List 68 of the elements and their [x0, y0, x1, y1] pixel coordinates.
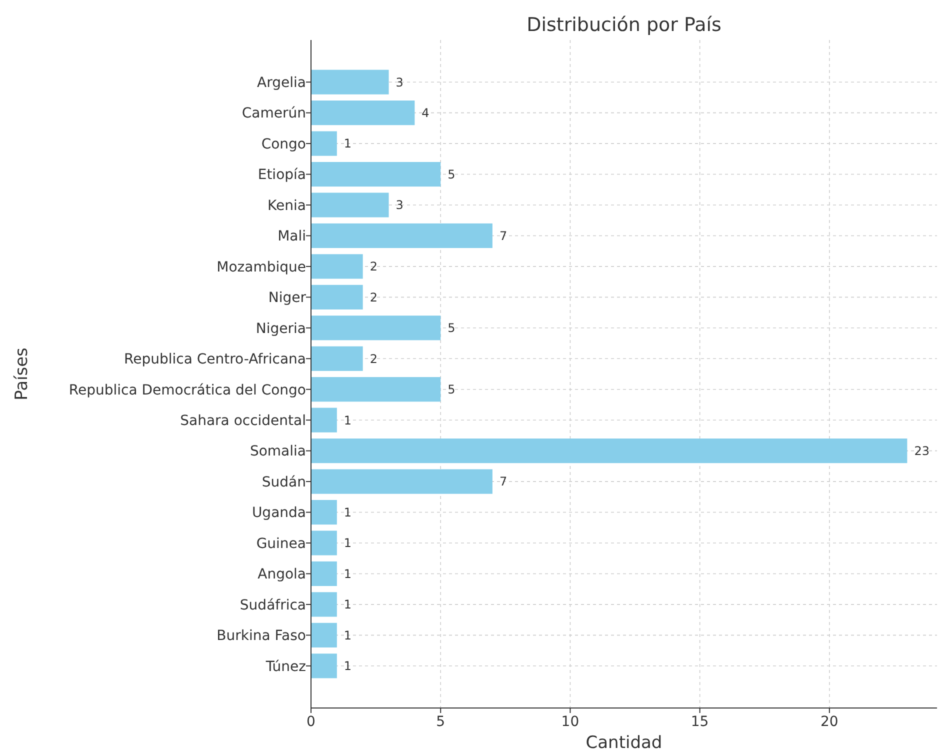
- y-tick-label: Camerún: [242, 106, 306, 122]
- bar: [311, 654, 337, 678]
- y-tick-label: Niger: [268, 290, 306, 306]
- x-tick-label: 0: [306, 714, 316, 730]
- data-label: 5: [448, 382, 456, 397]
- bar: [311, 70, 389, 94]
- data-label: 1: [344, 413, 352, 428]
- y-tick-label: Nigeria: [256, 320, 306, 337]
- bar: [311, 316, 441, 340]
- data-label: 23: [914, 444, 930, 458]
- x-tick-label: 10: [561, 714, 580, 730]
- y-axis-title: Países: [12, 347, 32, 400]
- y-tick-label: Sahara occidental: [180, 412, 306, 429]
- data-label: 1: [344, 536, 352, 550]
- bar: [311, 469, 492, 494]
- data-label: 2: [370, 260, 378, 274]
- y-tick-label: Uganda: [252, 505, 306, 522]
- data-label: 2: [370, 352, 378, 366]
- data-label: 1: [344, 628, 352, 642]
- bar: [311, 592, 337, 617]
- bar: [311, 192, 389, 218]
- bar: [311, 377, 441, 402]
- y-tick-label: Etiopía: [258, 167, 306, 184]
- y-tick-label: Sudán: [262, 474, 306, 490]
- y-tick-label: Burkina Faso: [216, 628, 306, 644]
- bar: [311, 561, 337, 586]
- x-tick-label: 20: [820, 714, 838, 730]
- bar: [311, 284, 363, 310]
- bar: [311, 162, 441, 187]
- y-tick-label: Sudáfrica: [240, 597, 306, 614]
- data-label: 3: [396, 75, 404, 90]
- x-tick-label: 15: [690, 714, 709, 730]
- chart-title: Distribución por País: [526, 14, 722, 36]
- bar: [311, 131, 337, 156]
- data-label: 4: [422, 106, 430, 120]
- y-tick-label: Argelia: [257, 74, 306, 91]
- y-tick-label: Somalia: [250, 444, 306, 460]
- bar: [311, 223, 492, 248]
- data-label: 2: [370, 290, 378, 304]
- bar: [311, 254, 363, 279]
- y-tick-label: Republica Democrática del Congo: [68, 382, 306, 398]
- y-tick-label: Congo: [261, 136, 306, 152]
- y-tick-label: Republica Centro-Africana: [124, 352, 306, 368]
- y-tick-label: Mozambique: [216, 259, 306, 276]
- y-tick-label: Angola: [258, 566, 306, 583]
- y-tick-label: Túnez: [264, 658, 306, 675]
- bar: [311, 346, 363, 371]
- data-label: 7: [499, 474, 508, 489]
- data-label: 3: [396, 198, 404, 212]
- bar: [311, 408, 337, 432]
- data-label: 5: [448, 321, 456, 336]
- x-axis-title: Cantidad: [586, 733, 662, 752]
- x-tick-label: 5: [436, 714, 446, 730]
- data-label: 1: [344, 566, 352, 581]
- bar: [311, 530, 337, 556]
- y-tick-label: Guinea: [256, 536, 306, 552]
- y-tick-label: Kenia: [268, 198, 306, 214]
- data-label: 7: [499, 228, 508, 243]
- bar: [311, 622, 337, 648]
- data-label: 5: [448, 167, 456, 182]
- bar: [311, 438, 908, 464]
- bar: [311, 500, 337, 525]
- bar: [311, 100, 415, 126]
- data-label: 1: [344, 136, 352, 151]
- data-label: 1: [344, 598, 352, 612]
- data-label: 1: [344, 505, 352, 520]
- data-label: 1: [344, 659, 352, 674]
- y-tick-label: Mali: [278, 228, 306, 245]
